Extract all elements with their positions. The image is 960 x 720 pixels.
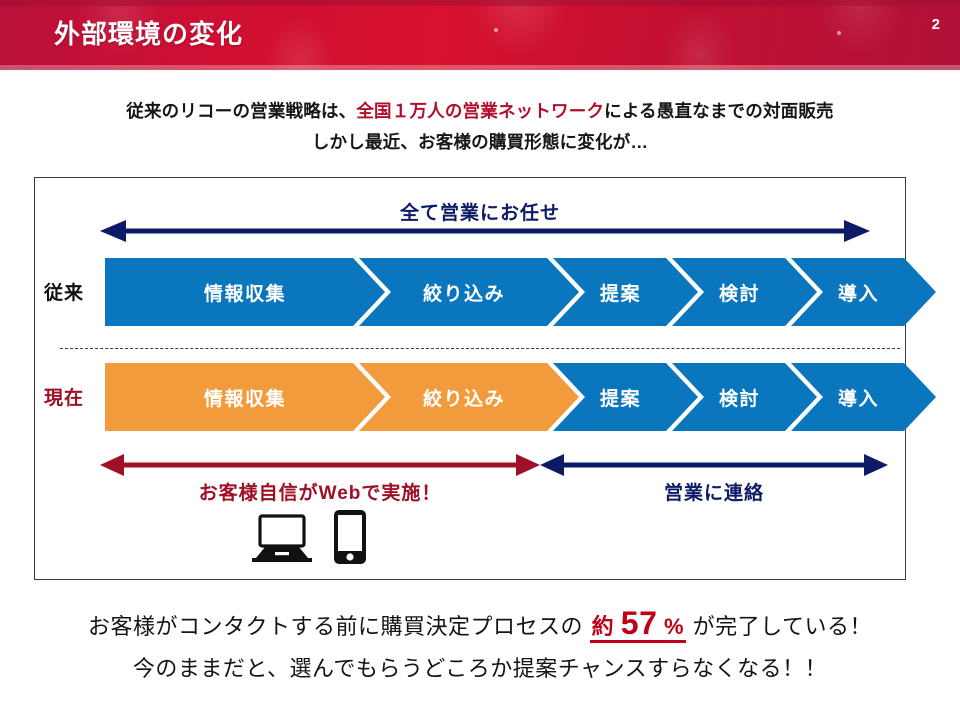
lead-line1-highlight: 全国１万人の営業ネットワーク [356,101,605,121]
page-number: 2 [931,16,940,33]
header-top-strip [0,0,960,6]
pct-prefix: 約 [591,614,615,639]
lead-line-1: 従来のリコーの営業戦略は、全国１万人の営業ネットワークによる愚直なまでの対面販売 [0,96,960,126]
chevron-step[interactable]: 絞り込み [359,258,579,326]
device-icon-group [252,510,367,564]
smartphone-icon [334,510,367,564]
pct-value: 57 [620,605,658,641]
top-arrow-label: 全て営業にお任せ [399,203,560,224]
percentage-highlight: 約 57 % [589,605,687,643]
contact-sales-arrow [540,454,888,476]
chevron-label: 検討 [718,283,760,305]
header-decor-dot [494,28,498,32]
bottom-line-1: お客様がコンタクトする前に購買決定プロセスの 約 57 % が完了している！ [0,602,960,648]
chevron-label: 提案 [599,388,641,410]
row-label-present: 現在 [44,388,85,409]
chevron-label: 絞り込み [422,283,505,305]
chevron-label: 絞り込み [422,388,505,410]
bottom-text-block: お客様がコンタクトする前に購買決定プロセスの 約 57 % が完了している！ 今… [0,602,960,690]
bottom-line1-before: お客様がコンタクトする前に購買決定プロセスの [87,614,583,639]
footer-strip [0,710,960,720]
slide-header [0,0,960,70]
bottom-line-2: 今のままだと、選んでもらうどころか提案チャンスすらなくなる！！ [132,656,828,681]
laptop-icon [252,514,312,562]
chevron-step[interactable]: 情報収集 [105,363,385,431]
header-decor-dot [837,31,841,35]
pct-unit: % [663,614,685,639]
chevron-label: 導入 [837,283,879,305]
chevron-label: 情報収集 [203,283,286,305]
bottom-line1-after: が完了している！ [692,614,873,639]
contact-sales-arrow-label: 営業に連絡 [663,483,764,504]
lead-line-2: しかし最近、お客様の購買形態に変化が… [311,132,649,152]
customer-web-arrow-label: お客様自信がWebで実施！ [198,483,442,504]
row-divider [60,348,900,349]
page-title: 外部環境の変化 [54,19,244,49]
chevron-label: 提案 [599,283,641,305]
chevron-step[interactable]: 検討 [672,258,817,326]
chevron-label: 導入 [837,388,879,410]
lead-text-block: 従来のリコーの営業戦略は、全国１万人の営業ネットワークによる愚直なまでの対面販売… [0,96,960,157]
chevron-label: 検討 [718,388,760,410]
row-label-past: 従来 [44,283,85,304]
chevron-step[interactable]: 情報収集 [105,258,385,326]
customer-web-arrow [100,454,540,476]
top-double-arrow [100,220,870,242]
chevron-label: 情報収集 [203,388,286,410]
lead-line1-before: 従来のリコーの営業戦略は、 [126,101,357,121]
lead-line1-after: による愚直なまでの対面販売 [604,101,834,121]
chevron-step[interactable]: 絞り込み [359,363,579,431]
